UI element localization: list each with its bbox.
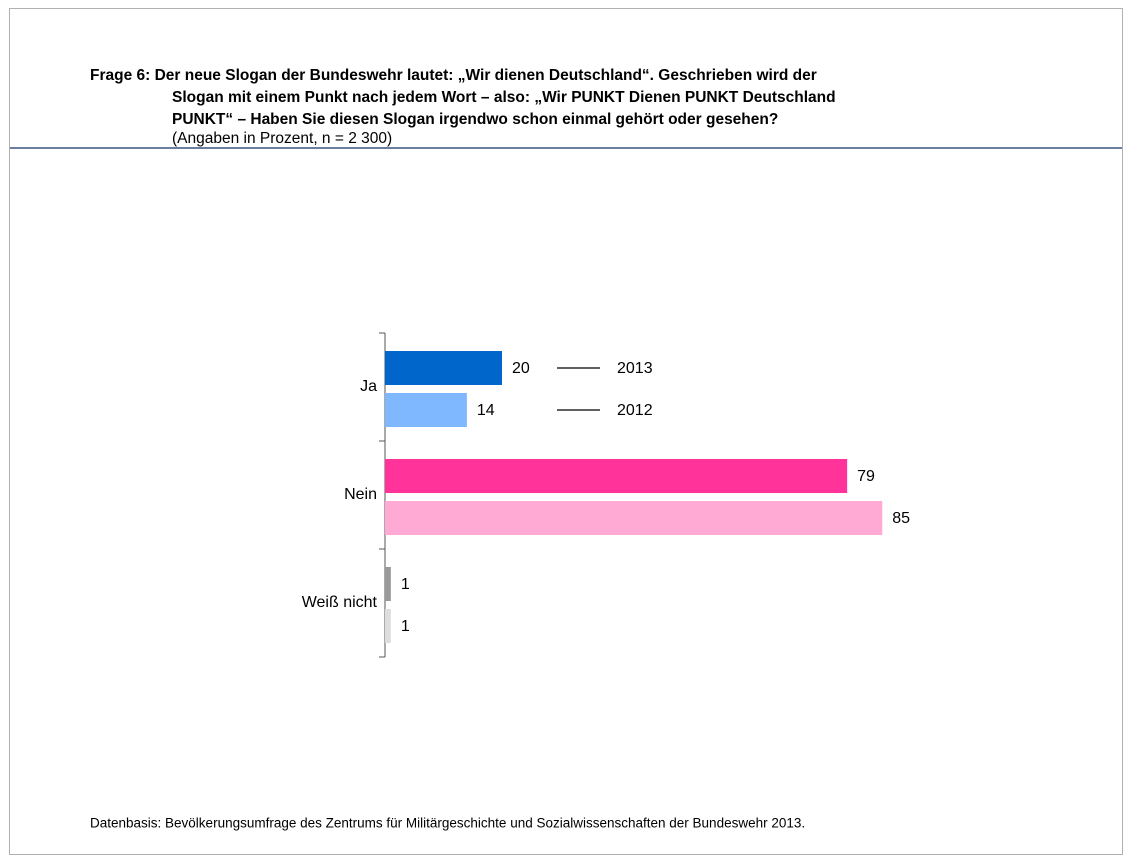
category-label: Nein <box>344 486 377 503</box>
value-label: 79 <box>857 468 875 485</box>
value-label: 1 <box>401 618 410 635</box>
value-label: 1 <box>401 576 410 593</box>
source-note: Datenbasis: Bevölkerungsumfrage des Zent… <box>90 816 805 831</box>
legend-label: 2013 <box>617 360 653 377</box>
bar <box>385 567 391 601</box>
value-label: 14 <box>477 402 495 419</box>
chart-title: PUNKT“ – Haben Sie diesen Slogan irgendw… <box>172 111 778 128</box>
bar <box>385 459 848 493</box>
legend-label: 2012 <box>617 402 653 419</box>
chart-title: Slogan mit einem Punkt nach jedem Wort –… <box>172 89 836 106</box>
chart-subtitle: (Angaben in Prozent, n = 2 300) <box>172 130 392 147</box>
category-label: Ja <box>360 378 377 395</box>
chart-title: Frage 6: Der neue Slogan der Bundeswehr … <box>90 67 817 84</box>
value-label: 85 <box>892 510 910 527</box>
frame <box>9 8 1123 855</box>
bar <box>385 351 502 385</box>
bar <box>385 501 883 535</box>
category-label: Weiß nicht <box>302 594 378 611</box>
bar <box>385 393 467 427</box>
value-label: 20 <box>512 360 530 377</box>
bar <box>385 609 391 643</box>
